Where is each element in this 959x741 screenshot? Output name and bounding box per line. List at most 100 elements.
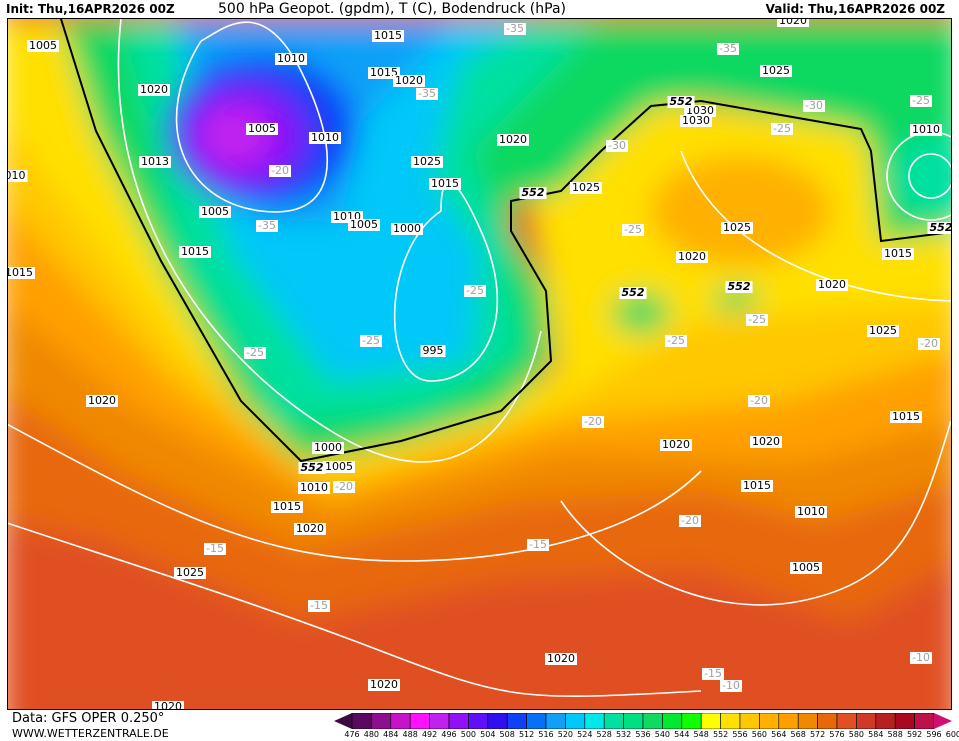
- isobar-label: 1015: [882, 247, 914, 260]
- legend-swatch: [351, 713, 372, 729]
- isobar-label: 1020: [138, 83, 170, 96]
- data-source: Data: GFS OPER 0.250°: [12, 711, 165, 726]
- isobar-label: 1005: [348, 218, 380, 231]
- temperature-label: -10: [720, 679, 742, 692]
- legend-label: 564: [771, 730, 787, 739]
- legend-label: 484: [383, 730, 399, 739]
- isobar-label: 1020: [816, 278, 848, 291]
- legend-swatch: [584, 713, 605, 729]
- geopotential-label: 552: [927, 222, 951, 234]
- isobar-label: 1020: [660, 438, 692, 451]
- temperature-label: -30: [803, 99, 825, 112]
- geopotential-label: 552: [298, 461, 326, 474]
- isobar-label: 1020: [545, 652, 577, 665]
- legend-label: 592: [906, 730, 923, 739]
- legend-swatch: [720, 713, 741, 729]
- temperature-label: -25: [464, 284, 486, 297]
- website: WWW.WETTERZENTRALE.DE: [12, 727, 169, 740]
- weather-map: 1005 1015 1010 1015 1020 1020 1005 1010 1013 1025…: [7, 18, 952, 710]
- legend-swatch: [506, 713, 527, 729]
- isobar-label: 1025: [411, 155, 443, 168]
- contour-552: [60, 19, 951, 463]
- temperature-label: -15: [702, 667, 724, 680]
- isobar-label: 1020: [86, 394, 118, 407]
- map-title: 500 hPa Geopot. (gpdm), T (C), Bodendruc…: [218, 1, 566, 17]
- isobar-label: 1015: [429, 177, 461, 190]
- legend-swatch: [875, 713, 896, 729]
- legend-swatch: [565, 713, 586, 729]
- isobar-label: 1015: [372, 29, 404, 42]
- legend-swatch: [448, 713, 469, 729]
- isobar-label: 1020: [152, 701, 184, 709]
- legend-label: 488: [402, 730, 418, 739]
- isobar-label: 1025: [721, 221, 753, 234]
- temperature-label: -30: [606, 139, 628, 152]
- isobar-label: 1025: [867, 324, 899, 337]
- temperature-label: -25: [771, 122, 793, 135]
- legend-label: 588: [887, 730, 903, 739]
- legend-label: 520: [557, 730, 574, 739]
- isobar-label: 1020: [676, 250, 708, 263]
- temperature-label: -25: [910, 94, 932, 107]
- geopotential-label: 552: [519, 186, 547, 199]
- map-header: Init: Thu,16APR2026 00Z 500 hPa Geopot. …: [0, 0, 959, 18]
- temperature-label: -25: [244, 346, 266, 359]
- legend-label: 544: [674, 730, 690, 739]
- isobar-label: 1005: [246, 122, 278, 135]
- legend-swatch: [836, 713, 857, 729]
- legend-label: 516: [538, 730, 554, 739]
- legend-swatch: [371, 713, 392, 729]
- legend-swatch: [526, 713, 547, 729]
- geopotential-label: 552: [667, 95, 695, 108]
- legend-swatch: [778, 713, 799, 729]
- isobar-label: 1000: [391, 222, 423, 235]
- isobar-label: 1015: [741, 479, 773, 492]
- legend-label: 572: [809, 730, 826, 739]
- legend-swatch: [856, 713, 877, 729]
- isobar-label: 1015: [368, 66, 400, 79]
- isobar-label: 1005: [27, 39, 59, 52]
- isobar-label: 1015: [271, 500, 303, 513]
- temperature-label: -10: [910, 651, 932, 664]
- legend-swatch: [681, 713, 702, 729]
- isobar-label: 1005: [323, 460, 355, 473]
- isobar-label: 1020: [750, 435, 782, 448]
- legend-label: 480: [363, 730, 380, 739]
- legend-label: 580: [848, 730, 865, 739]
- legend-swatch: [409, 713, 430, 729]
- legend-swatch: [545, 713, 566, 729]
- legend-label: 532: [615, 730, 632, 739]
- temperature-label: -35: [256, 219, 278, 232]
- temperature-label: -15: [527, 538, 549, 551]
- temperature-label: -20: [679, 514, 701, 527]
- temperature-label: -20: [918, 337, 940, 350]
- geopotential-label: 552: [725, 280, 753, 293]
- isobar-label: 1010: [795, 505, 827, 518]
- geopotential-label: 552: [619, 286, 647, 299]
- legend-label: 504: [480, 730, 496, 739]
- legend-label: 552: [712, 730, 729, 739]
- legend-swatch: [623, 713, 644, 729]
- isobar-label: 1010: [910, 123, 942, 136]
- isobar-label: 1005: [199, 205, 231, 218]
- temperature-label: -35: [717, 42, 739, 55]
- legend-label: 492: [421, 730, 438, 739]
- isobar-label: 1025: [570, 181, 602, 194]
- legend-label: 512: [518, 730, 535, 739]
- isobar-label: 995: [420, 344, 446, 357]
- isobar-label: 1010: [309, 131, 341, 144]
- legend-swatch: [334, 713, 352, 729]
- legend-swatch: [487, 713, 508, 729]
- legend-swatch: [468, 713, 489, 729]
- legend-label: 568: [790, 730, 806, 739]
- temperature-label: -25: [622, 223, 644, 236]
- isobar-label: 1000: [312, 441, 344, 454]
- legend-swatch: [700, 713, 721, 729]
- isobar-label: 1020: [294, 522, 326, 535]
- legend-swatch: [934, 713, 952, 729]
- legend-label: 528: [596, 730, 612, 739]
- legend-swatch: [739, 713, 760, 729]
- isobar-label: 1010: [275, 52, 307, 65]
- valid-time: Valid: Thu,16APR2026 00Z: [765, 2, 945, 16]
- temperature-label: -25: [746, 313, 768, 326]
